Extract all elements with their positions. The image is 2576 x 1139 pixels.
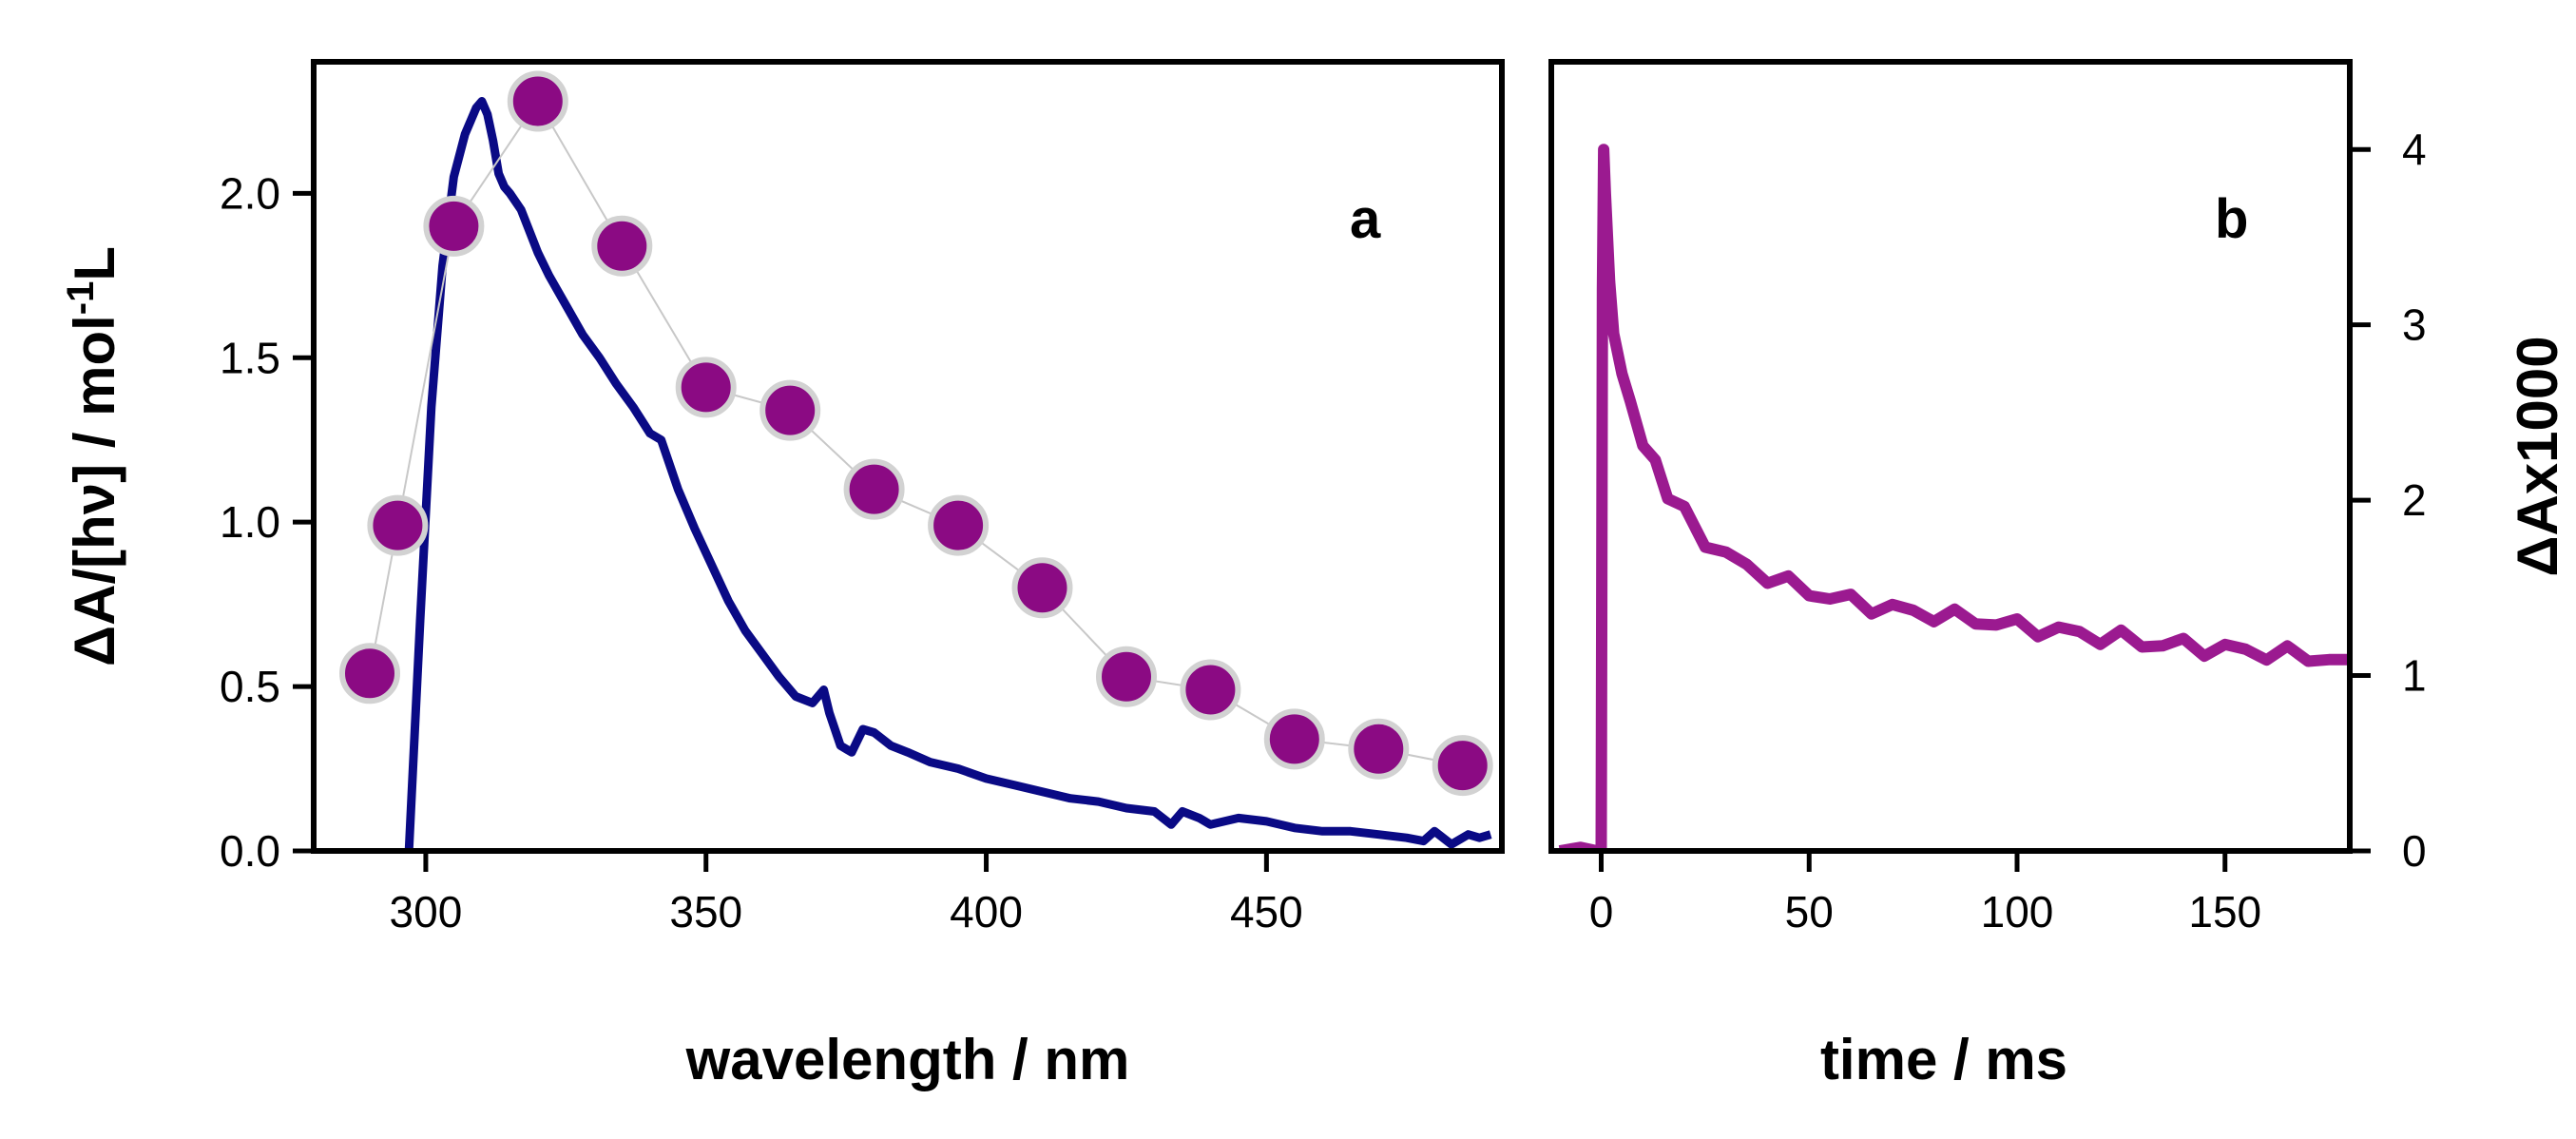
data-point	[423, 195, 485, 257]
panel-a-y-tick-label: 0.5	[220, 662, 280, 711]
data-point	[367, 494, 429, 556]
panel-a-y-axis-title-superscript: -1	[60, 281, 102, 316]
panel-b-y-tick-label: 2	[2402, 475, 2427, 525]
panel-b-ticks: 0 50 100 150 0 1 2 3 4	[1589, 125, 2427, 936]
panel-a-y-axis-title: ΔA/[hν] / mol-1L	[60, 246, 126, 666]
panel-a: 300 350 400 450 0.0 0.5 1.0 1.5 2.0 a wavelength…	[60, 59, 1505, 1091]
panel-a-data	[339, 70, 1493, 851]
panel-b-x-tick-label: 0	[1589, 887, 1614, 936]
panel-b-x-axis-title: time / ms	[1820, 1028, 2067, 1091]
panel-a-x-tick-label: 450	[1230, 887, 1303, 936]
data-point	[339, 643, 400, 705]
panel-a-y-tick-label: 2.0	[220, 168, 280, 218]
data-point	[1180, 659, 1241, 721]
decay-trace-line	[1558, 144, 2350, 851]
data-point	[675, 357, 737, 418]
data-points-connector	[369, 99, 1463, 767]
data-point	[928, 494, 990, 556]
panel-a-x-tick-label: 350	[669, 887, 742, 936]
panel-b-data	[1558, 144, 2350, 851]
panel-b-y-tick-label: 0	[2402, 826, 2427, 876]
spectrum-line	[404, 97, 1492, 851]
data-point	[507, 70, 568, 132]
data-point	[591, 215, 653, 277]
panel-a-y-tick-label: 1.0	[220, 497, 280, 547]
data-point	[1348, 718, 1410, 780]
panel-b-y-axis-title: ΔAx1000	[2506, 336, 2569, 576]
panel-b-label: b	[2215, 188, 2248, 250]
data-point	[1263, 708, 1325, 770]
panel-b-y-tick-label: 4	[2402, 125, 2427, 174]
data-point	[1096, 646, 1157, 707]
panel-a-y-tick-label: 0.0	[220, 826, 280, 876]
panel-a-y-axis-title-unit: L	[63, 246, 126, 281]
data-point	[1432, 735, 1493, 797]
panel-a-frame	[311, 59, 1505, 854]
panel-a-label: a	[1350, 188, 1381, 250]
panel-b-frame	[1548, 59, 2353, 854]
panel-a-y-tick-label: 1.5	[220, 333, 280, 382]
panel-a-y-axis-title-main: ΔA/[hν] / mol	[63, 315, 126, 666]
panel-a-x-tick-label: 400	[950, 887, 1023, 936]
panel-a-x-tick-label: 300	[390, 887, 463, 936]
panel-b-x-tick-label: 50	[1785, 887, 1834, 936]
panel-b-x-tick-label: 150	[2188, 887, 2261, 936]
panel-b-y-tick-label: 3	[2402, 300, 2427, 350]
panel-b-x-tick-label: 100	[1981, 887, 2054, 936]
panel-a-ticks: 300 350 400 450 0.0 0.5 1.0 1.5 2.0	[220, 168, 1303, 936]
data-point	[759, 379, 821, 441]
panel-b: 0 50 100 150 0 1 2 3 4 b time / ms ΔAx1000	[1548, 59, 2569, 1091]
data-point	[1011, 557, 1073, 619]
panel-a-x-axis-title: wavelength / nm	[685, 1028, 1130, 1091]
data-point	[843, 458, 905, 520]
panel-b-y-tick-label: 1	[2402, 651, 2427, 701]
